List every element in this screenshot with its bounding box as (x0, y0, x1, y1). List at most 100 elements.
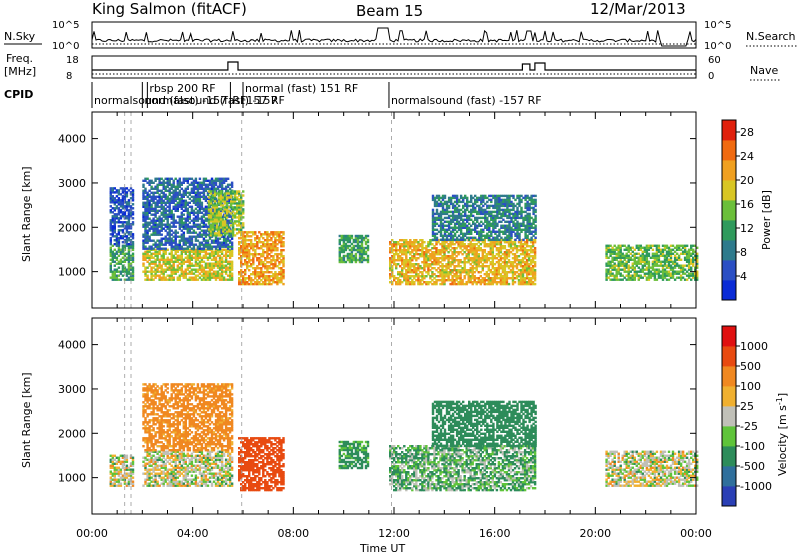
echo-cell (132, 217, 134, 219)
echo-cell (242, 222, 244, 224)
echo-cell (506, 215, 508, 217)
echo-cell (175, 269, 177, 271)
echo-cell (282, 249, 284, 251)
echo-cell (205, 218, 207, 220)
echo-cell (231, 182, 233, 184)
echo-cell (205, 196, 207, 198)
echo-cell (132, 203, 134, 205)
echo-cell (611, 265, 613, 267)
echo-cell (476, 217, 478, 219)
echo-cell (142, 184, 144, 186)
echo-cell (175, 257, 177, 259)
echo-cell (226, 202, 228, 204)
echo-cell (276, 247, 278, 249)
echo-cell (189, 202, 191, 204)
echo-cell (231, 261, 233, 263)
echo-cell (132, 267, 134, 269)
echo-cell (446, 217, 448, 219)
nsky-panel: N.Sky 10^5 10^0 10^5 10^0 N.Search (4, 20, 798, 52)
echo-cell (175, 178, 177, 180)
echo-cell (504, 245, 506, 247)
echo-cell (114, 269, 116, 271)
echo-cell (431, 247, 433, 249)
echo-cell (445, 279, 447, 281)
echo-cell (219, 273, 221, 275)
echo-cell (492, 271, 494, 273)
echo-cell (114, 243, 116, 245)
echo-cell (144, 267, 146, 269)
echo-cell (415, 263, 417, 265)
echo-cell (234, 220, 236, 222)
echo-cell (490, 199, 492, 201)
echo-cell (128, 209, 130, 211)
echo-cell (401, 257, 403, 259)
echo-cell (534, 283, 536, 285)
echo-cell (522, 257, 524, 259)
echo-cell (219, 178, 221, 180)
echo-cell (158, 194, 160, 196)
echo-cell (161, 234, 163, 236)
echo-cell (484, 249, 486, 251)
echo-cell (367, 255, 369, 257)
echo-cell (146, 275, 148, 277)
echo-cell (490, 205, 492, 207)
echo-cell (476, 281, 478, 283)
echo-cell (205, 271, 207, 273)
echo-cell (367, 239, 369, 241)
echo-cell (128, 199, 130, 201)
echo-cell (175, 186, 177, 188)
echo-cell (158, 240, 160, 242)
echo-cell (132, 241, 134, 243)
echo-cell (234, 212, 236, 214)
date-title: 12/Mar/2013 (590, 0, 686, 18)
echo-cell (132, 211, 134, 213)
echo-cell (201, 202, 203, 204)
echo-cell (458, 205, 460, 207)
echo-cell (506, 225, 508, 227)
echo-cell (431, 251, 433, 253)
echo-cell (250, 273, 252, 275)
echo-cell (367, 245, 369, 247)
echo-cell (522, 239, 524, 241)
echo-cell (189, 271, 191, 273)
echo-cell (522, 243, 524, 245)
echo-cell (280, 235, 282, 237)
echo-cell (431, 243, 433, 245)
echo-cell (114, 191, 116, 193)
echo-cell (522, 217, 524, 219)
echo-cell (534, 237, 536, 239)
echo-cell (128, 277, 130, 279)
echo-cell (165, 248, 167, 250)
echo-cell (460, 213, 462, 215)
echo-cell (114, 213, 116, 215)
echo-cell (205, 224, 207, 226)
echo-cell (195, 178, 197, 180)
echo-cell (264, 243, 266, 245)
echo-cell (114, 253, 116, 255)
echo-cell (250, 231, 252, 233)
cpid-segment-label: normalsound (fast) -157 RF (391, 94, 542, 107)
echo-cell (214, 200, 216, 202)
echo-cell (466, 197, 468, 199)
echo-cell (224, 220, 226, 222)
echo-cell (173, 214, 175, 216)
echo-cell (219, 242, 221, 244)
echo-cell (282, 237, 284, 239)
nsky-tick-high: 10^5 (52, 20, 79, 31)
echo-cell (114, 239, 116, 241)
echo-cell (219, 238, 221, 240)
echo-cell (355, 249, 357, 251)
echo-cell (280, 259, 282, 261)
echo-cell (242, 190, 244, 192)
echo-cell (446, 201, 448, 203)
echo-cell (144, 196, 146, 198)
echo-cell (476, 243, 478, 245)
echo-cell (114, 249, 116, 251)
echo-cell (144, 202, 146, 204)
echo-cell (461, 261, 463, 263)
echo-cell (512, 195, 514, 197)
echo-cell (506, 271, 508, 273)
echo-cell (522, 197, 524, 199)
freq-tick-high: 18 (66, 55, 79, 66)
